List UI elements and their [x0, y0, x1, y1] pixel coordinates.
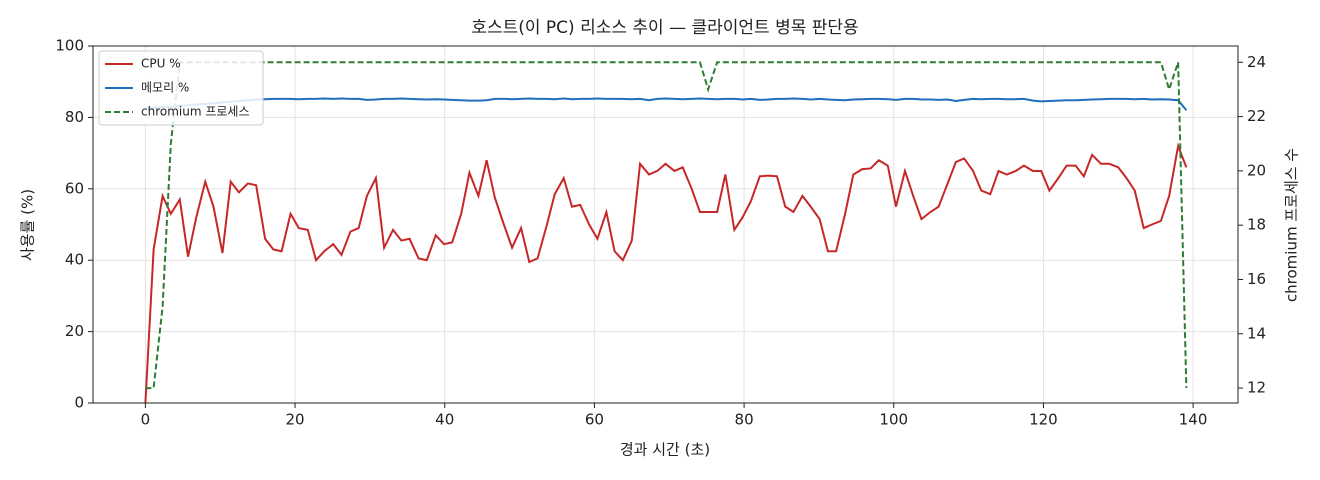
- y2-tick-label: 18: [1247, 216, 1266, 234]
- legend-label: CPU %: [141, 57, 181, 71]
- y-tick-label: 40: [65, 251, 84, 269]
- data-line: [145, 97, 1188, 111]
- x-tick-label: 120: [1029, 411, 1058, 429]
- legend-label: chromium 프로세스: [141, 105, 250, 119]
- chart-title: 호스트(이 PC) 리소스 추이 — 클라이언트 병목 판단용: [471, 18, 858, 38]
- x-tick-label: 40: [435, 411, 454, 429]
- y-tick-label: 0: [74, 394, 84, 412]
- x-tick-label: 100: [879, 411, 908, 429]
- x-tick-label: 20: [286, 411, 305, 429]
- x-tick-label: 0: [141, 411, 151, 429]
- y2-tick-label: 22: [1247, 107, 1266, 125]
- x-axis-label: 경과 시간 (초): [620, 441, 710, 459]
- y-axis-label: 사용률 (%): [19, 189, 37, 261]
- legend-label: 메모리 %: [141, 81, 189, 95]
- data-line: [145, 61, 1188, 390]
- plot-frame: [92, 45, 1239, 404]
- y-tick-label: 100: [55, 37, 84, 55]
- y-tick-label: 60: [65, 179, 84, 197]
- x-tick-label: 80: [735, 411, 754, 429]
- y2-tick-label: 20: [1247, 161, 1266, 179]
- y2-tick-label: 12: [1247, 379, 1266, 397]
- y2-tick-label: 24: [1247, 53, 1266, 71]
- x-tick-label: 140: [1179, 411, 1208, 429]
- y2-tick-label: 14: [1247, 324, 1266, 342]
- y2-tick-label: 16: [1247, 270, 1266, 288]
- x-tick-label: 60: [585, 411, 604, 429]
- y-tick-label: 80: [65, 108, 84, 126]
- data-line: [144, 142, 1188, 404]
- y2-axis-label: chromium 프로세스 수: [1283, 148, 1301, 302]
- y-tick-label: 20: [65, 322, 84, 340]
- legend-box: [98, 50, 264, 126]
